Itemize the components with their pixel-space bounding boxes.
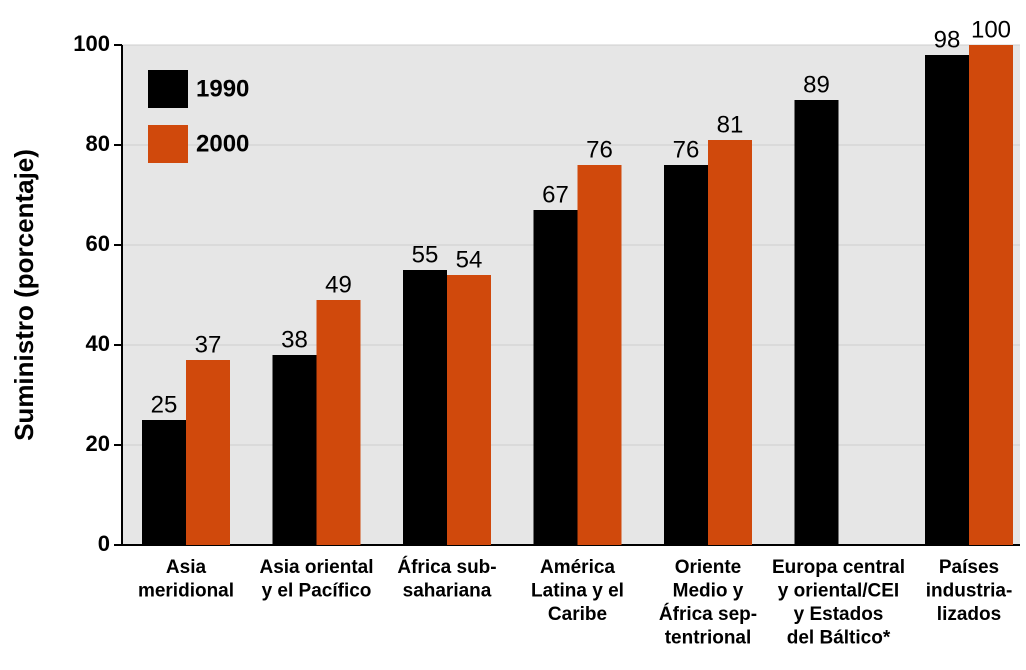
x-tick-label: sahariana — [403, 581, 492, 602]
y-tick-label: 20 — [86, 431, 110, 456]
value-label: 37 — [195, 331, 222, 358]
bar — [708, 140, 752, 545]
value-label: 81 — [717, 111, 744, 138]
bar — [316, 300, 361, 545]
value-label: 55 — [412, 241, 439, 268]
x-tick-label: Asia oriental — [259, 557, 373, 578]
bar — [533, 210, 578, 545]
x-tick-label: meridional — [138, 581, 234, 602]
x-tick-label: América — [540, 557, 615, 578]
value-label: 38 — [281, 326, 308, 353]
x-tick-label: lizados — [937, 604, 1001, 625]
y-tick-label: 100 — [73, 31, 110, 56]
x-tick-label: Caribe — [548, 604, 607, 625]
x-tick-label: Medio y — [673, 581, 744, 602]
x-tick-label: y Estados — [794, 604, 884, 625]
legend-swatch — [148, 125, 188, 163]
value-label: 76 — [586, 136, 613, 163]
x-tick-label: Países — [939, 557, 999, 578]
bar — [447, 275, 491, 545]
y-tick-label: 40 — [86, 331, 110, 356]
legend-label: 2000 — [196, 130, 249, 157]
bar — [794, 100, 839, 545]
bar — [186, 360, 230, 545]
bar — [403, 270, 447, 545]
y-tick-label: 60 — [86, 231, 110, 256]
value-label: 76 — [673, 136, 700, 163]
value-label: 54 — [456, 246, 483, 273]
x-tick-label: Latina y el — [531, 581, 624, 602]
legend-label: 1990 — [196, 75, 249, 102]
bar — [664, 165, 708, 545]
bar — [142, 420, 186, 545]
x-tick-label: Asia — [166, 557, 207, 578]
value-label: 100 — [971, 16, 1011, 43]
x-tick-label: y oriental/CEI — [778, 581, 899, 602]
y-tick-label: 0 — [98, 531, 110, 556]
x-tick-label: Europa central — [772, 557, 905, 578]
value-label: 89 — [803, 71, 830, 98]
x-tick-label: y el Pacífico — [262, 581, 372, 602]
bar — [272, 355, 317, 545]
legend-swatch — [148, 70, 188, 108]
value-label: 49 — [325, 271, 352, 298]
value-label: 25 — [151, 391, 178, 418]
bar — [577, 165, 622, 545]
bar — [925, 55, 969, 545]
value-label: 67 — [542, 181, 569, 208]
x-tick-label: Oriente — [675, 557, 742, 578]
x-tick-label: África sub- — [397, 556, 496, 578]
y-tick-label: 80 — [86, 131, 110, 156]
value-label: 98 — [934, 26, 961, 53]
x-tick-label: industria- — [926, 581, 1013, 602]
x-tick-label: del Báltico* — [787, 628, 891, 649]
x-tick-label: África sep- — [659, 603, 757, 625]
y-axis-label: Suministro (porcentaje) — [9, 149, 39, 441]
x-tick-label: tentrional — [665, 628, 752, 649]
bar — [969, 45, 1013, 545]
